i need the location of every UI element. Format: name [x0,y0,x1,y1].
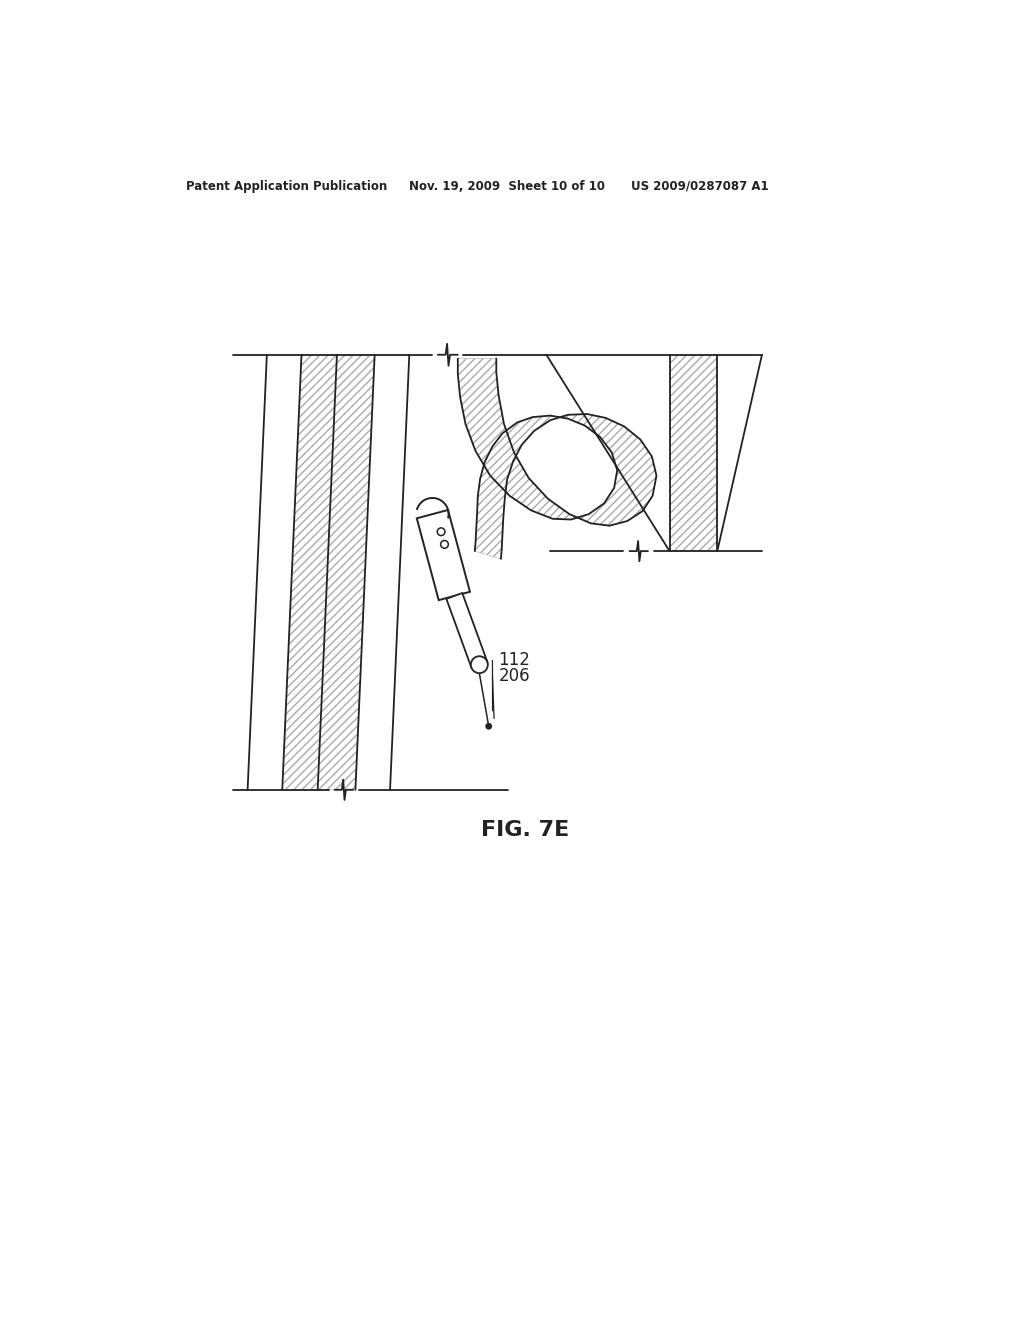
Text: 112: 112 [499,652,530,669]
Text: US 2009/0287087 A1: US 2009/0287087 A1 [631,180,769,193]
Circle shape [471,656,487,673]
Text: FIG. 7E: FIG. 7E [480,820,569,840]
Text: Patent Application Publication: Patent Application Publication [186,180,387,193]
Circle shape [486,723,492,729]
Text: 206: 206 [499,667,530,685]
Polygon shape [417,510,470,601]
Text: Nov. 19, 2009  Sheet 10 of 10: Nov. 19, 2009 Sheet 10 of 10 [410,180,605,193]
Polygon shape [446,593,487,668]
